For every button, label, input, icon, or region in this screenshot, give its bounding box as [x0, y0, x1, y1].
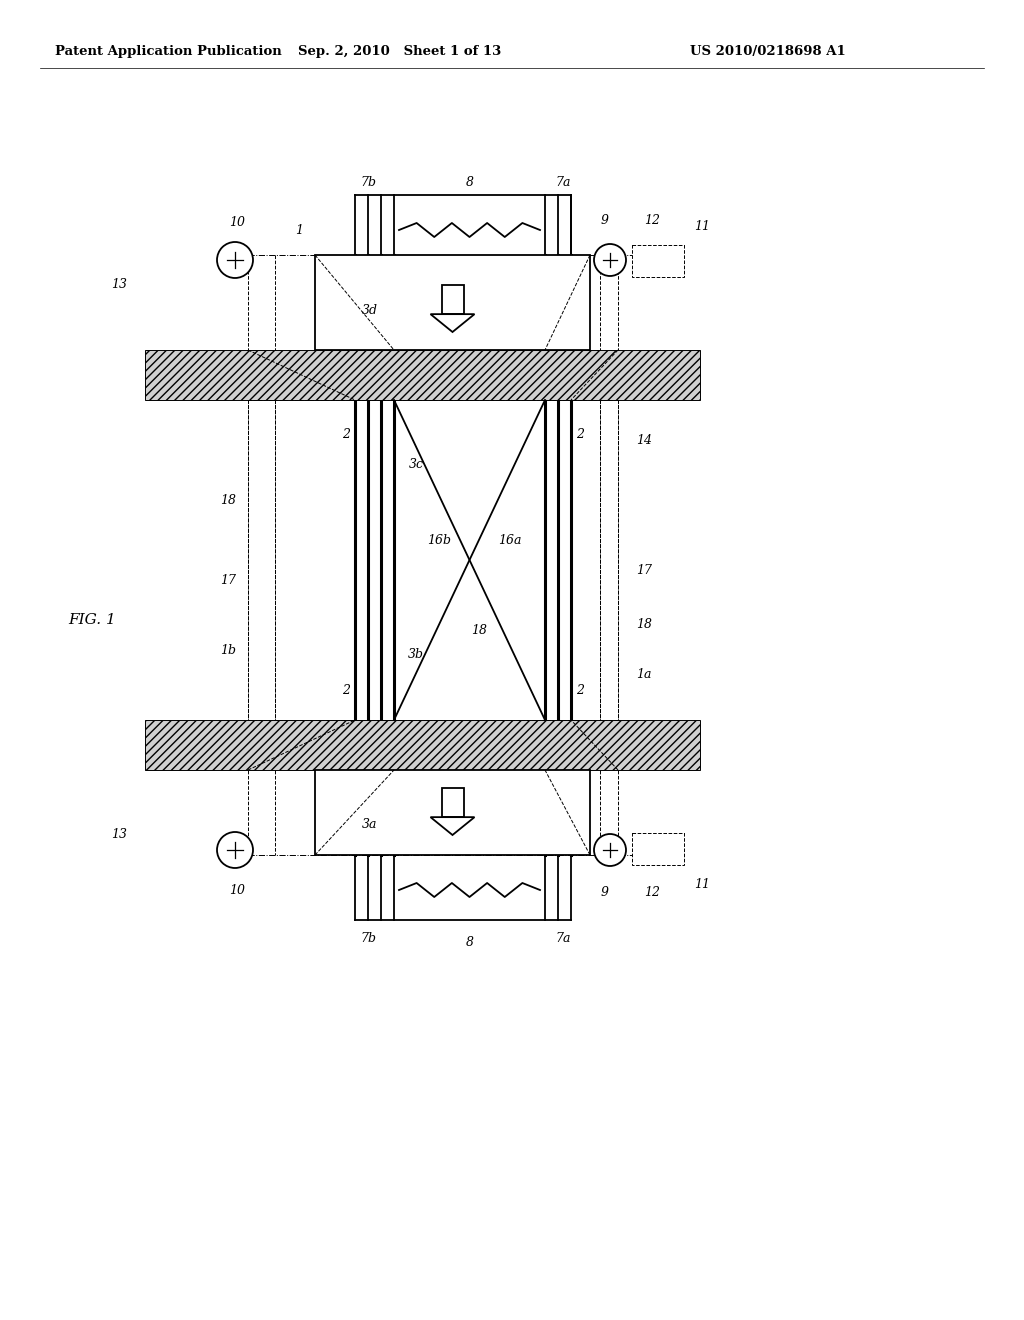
Polygon shape: [430, 817, 474, 836]
Text: 7a: 7a: [555, 932, 570, 945]
Text: 7a: 7a: [555, 177, 570, 190]
Text: 18: 18: [220, 494, 236, 507]
Text: 10: 10: [229, 883, 245, 896]
Text: 11: 11: [694, 879, 710, 891]
Text: 14: 14: [636, 433, 652, 446]
Text: 1: 1: [295, 223, 303, 236]
Text: 3b: 3b: [408, 648, 424, 661]
Text: 8: 8: [466, 936, 473, 949]
Text: 18: 18: [636, 619, 652, 631]
Polygon shape: [145, 719, 700, 770]
Circle shape: [594, 244, 626, 276]
Text: 16b: 16b: [427, 533, 452, 546]
Text: 9: 9: [601, 887, 609, 899]
Circle shape: [594, 834, 626, 866]
Text: 18: 18: [471, 623, 487, 636]
Text: 2: 2: [575, 429, 584, 441]
Text: FIG. 1: FIG. 1: [68, 612, 116, 627]
Text: 9: 9: [601, 214, 609, 227]
Polygon shape: [632, 246, 684, 277]
Text: 3a: 3a: [362, 818, 378, 832]
Text: 13: 13: [111, 279, 127, 292]
Polygon shape: [632, 833, 684, 865]
Circle shape: [217, 832, 253, 869]
Text: 2: 2: [342, 684, 350, 697]
Polygon shape: [441, 285, 464, 314]
Polygon shape: [315, 770, 590, 855]
Text: 7b: 7b: [360, 177, 376, 190]
Text: 3c: 3c: [409, 458, 424, 471]
Polygon shape: [441, 788, 464, 817]
Polygon shape: [145, 350, 700, 400]
Text: 16a: 16a: [498, 533, 521, 546]
Text: 2: 2: [575, 684, 584, 697]
Polygon shape: [315, 255, 590, 350]
Text: 7b: 7b: [360, 932, 376, 945]
Text: 10: 10: [229, 216, 245, 230]
Text: 8: 8: [466, 177, 473, 190]
Text: 3d: 3d: [362, 304, 378, 317]
Text: 1a: 1a: [636, 668, 651, 681]
Text: Sep. 2, 2010   Sheet 1 of 13: Sep. 2, 2010 Sheet 1 of 13: [298, 45, 502, 58]
Text: Patent Application Publication: Patent Application Publication: [55, 45, 282, 58]
Text: 1b: 1b: [220, 644, 236, 656]
Polygon shape: [430, 314, 474, 333]
Text: US 2010/0218698 A1: US 2010/0218698 A1: [690, 45, 846, 58]
Text: 11: 11: [694, 220, 710, 234]
Text: 17: 17: [636, 564, 652, 577]
Text: 17: 17: [220, 573, 236, 586]
Text: 2: 2: [342, 429, 350, 441]
Circle shape: [217, 242, 253, 279]
Text: 12: 12: [644, 887, 660, 899]
Text: 13: 13: [111, 829, 127, 842]
Text: 12: 12: [644, 214, 660, 227]
